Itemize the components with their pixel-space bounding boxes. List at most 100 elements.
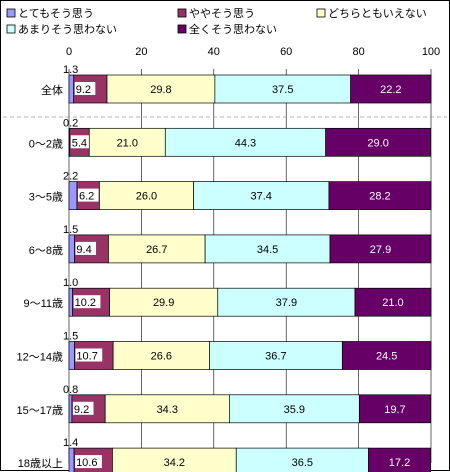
data-label-bg-r1-s4 bbox=[364, 135, 393, 149]
legend-label-0: とてもそう思う bbox=[18, 7, 94, 20]
data-label-r7-s1: 10.6 bbox=[76, 457, 97, 469]
x-tick-label-2: 40 bbox=[208, 46, 220, 58]
data-label-r4-s1: 10.2 bbox=[75, 297, 96, 309]
legend-label-1: ややそう思う bbox=[189, 7, 255, 20]
data-label-r1-s3: 44.3 bbox=[235, 137, 256, 149]
data-label-bg-r0-s1 bbox=[74, 82, 96, 95]
data-label-bg-r4-s1 bbox=[73, 295, 101, 309]
bar-segment-r5-s0 bbox=[68, 341, 75, 370]
data-label-bg-r5-s4 bbox=[372, 348, 401, 362]
category-labels: 全体 0～2歳 3～5歳 6～8歳 9～11歳 12～14歳 15～17歳 18歳以上 bbox=[17, 83, 63, 470]
data-label-r2-s4: 28.2 bbox=[369, 191, 390, 203]
legend-swatch-0 bbox=[6, 8, 16, 18]
data-label-r1-s0: 0.2 bbox=[63, 117, 78, 129]
data-label-r3-s0: 1.5 bbox=[63, 224, 78, 236]
data-label-bg-r6-s1 bbox=[72, 401, 94, 415]
bar-segment-r0-s0 bbox=[68, 74, 75, 104]
bar-segment-r3-s0 bbox=[68, 234, 75, 264]
data-label-r5-s1: 10.7 bbox=[76, 351, 97, 363]
bar-segment-r4-s3 bbox=[217, 287, 356, 317]
data-label-r5-s2: 26.6 bbox=[151, 351, 172, 363]
bar-segment-r5-s2 bbox=[112, 341, 210, 370]
bar-segment-r3-s3 bbox=[204, 234, 331, 264]
data-label-r3-s1: 9.4 bbox=[76, 244, 91, 256]
data-label-r7-s3: 36.5 bbox=[292, 457, 313, 469]
data-label-bg-r0-s4 bbox=[376, 82, 405, 95]
data-label-r0-s1: 9.2 bbox=[76, 84, 91, 96]
data-label-r0-s0: 1.3 bbox=[63, 64, 78, 76]
data-label-r1-s2: 21.0 bbox=[117, 137, 138, 149]
legend-swatch-2 bbox=[316, 8, 326, 18]
data-label-r4-s2: 29.9 bbox=[153, 297, 174, 309]
bar-segment-r2-s3 bbox=[193, 181, 330, 210]
bar-segment-r2-s0 bbox=[68, 181, 78, 210]
data-label-r0-s2: 29.8 bbox=[150, 84, 171, 96]
data-label-bg-r2-s1 bbox=[77, 188, 99, 202]
bar-segment-r4-s0 bbox=[68, 287, 73, 317]
x-tick-label-5: 100 bbox=[422, 46, 440, 58]
data-label-bg-r7-s4 bbox=[385, 455, 414, 469]
category-label-7: 18歳以上 bbox=[18, 457, 63, 470]
data-label-r4-s0: 1.0 bbox=[63, 277, 78, 289]
data-label-r0-s4: 22.2 bbox=[380, 84, 401, 96]
data-label-r7-s0: 1.4 bbox=[63, 437, 78, 449]
data-label-bg-r7-s1 bbox=[75, 455, 102, 469]
category-label-0: 全体 bbox=[41, 83, 63, 97]
x-tick-label-3: 60 bbox=[280, 46, 292, 58]
x-tick-label-1: 20 bbox=[135, 46, 147, 58]
data-label-bg-r2-s4 bbox=[365, 188, 394, 202]
data-label-r1-s4: 29.0 bbox=[367, 137, 388, 149]
data-label-r6-s0: 0.8 bbox=[63, 384, 78, 396]
data-label-r2-s2: 26.0 bbox=[136, 191, 157, 203]
legend-label-2: どちらともいえない bbox=[328, 7, 427, 20]
data-label-r5-s4: 24.5 bbox=[376, 351, 397, 363]
legend-label-4: 全くそう思わない bbox=[189, 22, 277, 36]
data-label-r3-s3: 34.5 bbox=[257, 244, 278, 256]
data-label-r6-s3: 35.9 bbox=[284, 404, 305, 416]
bar-segment-r6-s4 bbox=[358, 394, 431, 424]
data-label-r2-s0: 2.2 bbox=[63, 171, 78, 183]
bars: 1.3 9.2 29.8 37.5 22.2 0.2 5.4 21.0 44.3 29.0 2.26… bbox=[63, 64, 432, 472]
bar-segment-r6-s2 bbox=[104, 394, 230, 424]
bar-segment-r6-s3 bbox=[229, 394, 360, 424]
data-label-r7-s2: 34.2 bbox=[164, 457, 185, 469]
data-label-r3-s4: 27.9 bbox=[370, 244, 391, 256]
data-label-r5-s0: 1.5 bbox=[63, 331, 78, 343]
data-label-r2-s1: 6.2 bbox=[79, 191, 94, 203]
bar-segment-r7-s0 bbox=[68, 447, 75, 472]
data-label-r5-s3: 36.7 bbox=[265, 351, 286, 363]
category-label-2: 3～5歳 bbox=[29, 191, 63, 204]
data-label-r0-s3: 37.5 bbox=[272, 84, 293, 96]
x-axis-ticks: 0 20 40 60 80 100 bbox=[66, 46, 440, 58]
category-label-5: 12～14歳 bbox=[17, 351, 63, 364]
data-label-r2-s3: 37.4 bbox=[251, 191, 272, 203]
data-label-bg-r3-s1 bbox=[75, 241, 97, 255]
legend-swatch-4 bbox=[177, 24, 187, 34]
data-label-r6-s2: 34.3 bbox=[157, 404, 178, 416]
data-label-bg-r1-s1 bbox=[70, 135, 92, 149]
bar-segment-r1-s2 bbox=[88, 127, 166, 157]
data-label-r4-s4: 21.0 bbox=[382, 297, 403, 309]
legend-label-3: あまりそう思わない bbox=[18, 23, 117, 36]
data-label-bg-r3-s4 bbox=[366, 241, 395, 255]
bar-segment-r0-s2 bbox=[106, 74, 216, 104]
legend-swatch-3 bbox=[6, 24, 16, 34]
data-label-bg-r5-s1 bbox=[75, 348, 103, 362]
x-tick-label-0: 0 bbox=[66, 46, 72, 58]
data-label-r7-s4: 17.2 bbox=[389, 457, 410, 469]
category-label-4: 9～11歳 bbox=[23, 297, 63, 310]
data-label-bg-r6-s4 bbox=[380, 401, 409, 415]
data-label-r1-s1: 5.4 bbox=[72, 137, 87, 149]
data-label-bg-r4-s4 bbox=[378, 295, 407, 309]
data-label-r6-s1: 9.2 bbox=[74, 404, 89, 416]
category-label-3: 6～8歳 bbox=[29, 244, 63, 257]
data-label-r4-s3: 37.9 bbox=[276, 297, 297, 309]
category-label-6: 15～17歳 bbox=[17, 404, 63, 417]
bar-segment-r1-s3 bbox=[164, 127, 327, 157]
category-label-1: 0～2歳 bbox=[29, 137, 63, 150]
data-label-r3-s2: 26.7 bbox=[146, 244, 167, 256]
data-label-r6-s4: 19.7 bbox=[384, 404, 405, 416]
